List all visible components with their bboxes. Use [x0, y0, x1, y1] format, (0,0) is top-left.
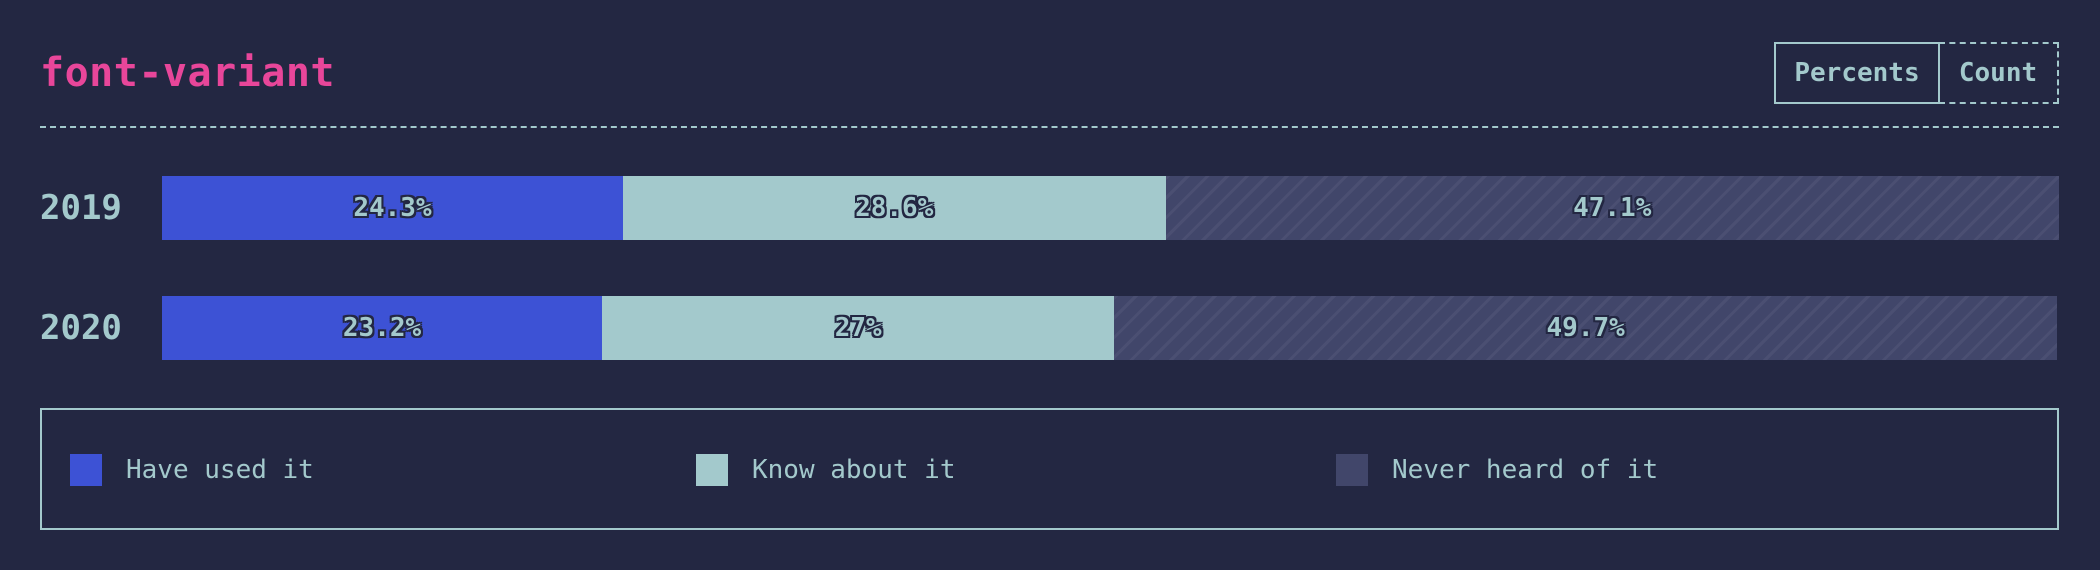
bar-segment-never-heard-2019: 47.1% — [1165, 176, 2059, 240]
year-label-2020: 2020 — [40, 308, 122, 348]
legend-item-have-used[interactable]: Have used it — [70, 454, 314, 486]
legend-label-have-used: Have used it — [126, 455, 314, 485]
bar-segment-have-used-2019: 24.3% — [162, 176, 623, 240]
bar-segment-never-heard-2020: 49.7% — [1114, 296, 2058, 360]
legend-label-never-heard: Never heard of it — [1392, 455, 1659, 485]
data-label-know-about-2019: 28.6% — [855, 193, 934, 223]
legend-label-know-about: Know about it — [752, 455, 956, 485]
chart-title: font-variant — [40, 50, 335, 96]
bar-segment-have-used-2020: 23.2% — [162, 296, 603, 360]
legend-item-know-about[interactable]: Know about it — [696, 454, 956, 486]
header-divider — [40, 126, 2059, 128]
data-label-have-used-2020: 23.2% — [342, 313, 422, 343]
legend-swatch-have-used — [70, 454, 102, 486]
data-label-never-heard-2020: 49.7% — [1546, 313, 1625, 343]
year-label-2019: 2019 — [40, 188, 122, 228]
data-label-know-about-2020: 27% — [834, 313, 882, 343]
percents-toggle-button[interactable]: Percents — [1774, 42, 1940, 104]
legend-swatch-know-about — [696, 454, 728, 486]
chart-legend: Have used it Know about it Never heard o… — [40, 408, 2059, 530]
bar-row-2020: 23.2% 27% 49.7% — [162, 296, 2059, 360]
data-label-never-heard-2019: 47.1% — [1573, 193, 1652, 223]
bar-segment-know-about-2020: 27% — [602, 296, 1115, 360]
data-label-have-used-2019: 24.3% — [353, 193, 432, 223]
count-toggle-button[interactable]: Count — [1939, 42, 2059, 104]
bar-row-2019: 24.3% 28.6% 47.1% — [162, 176, 2059, 240]
legend-swatch-never-heard — [1336, 454, 1368, 486]
bar-segment-know-about-2019: 28.6% — [622, 176, 1166, 240]
legend-item-never-heard[interactable]: Never heard of it — [1336, 454, 1658, 486]
